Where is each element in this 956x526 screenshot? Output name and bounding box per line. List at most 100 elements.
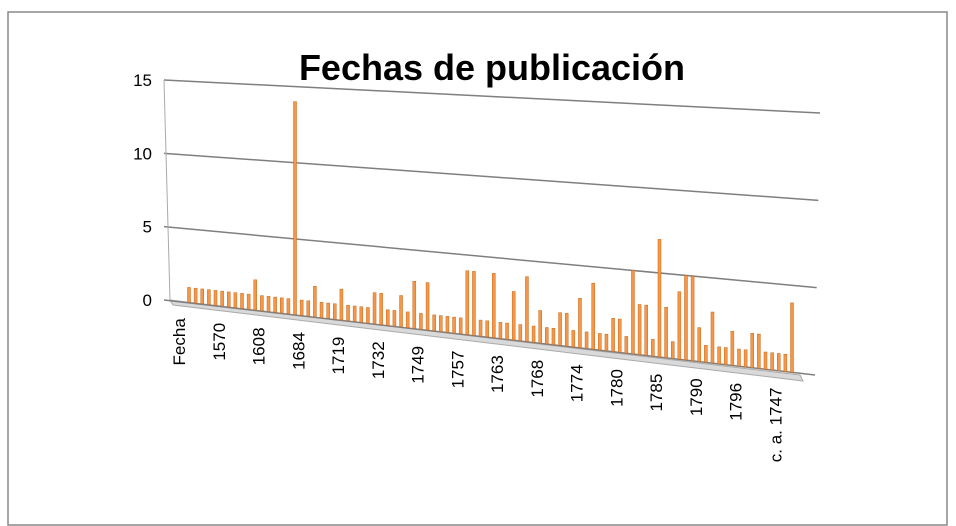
x-tick-label: 1780 xyxy=(607,369,626,407)
bar xyxy=(717,346,721,365)
bar xyxy=(187,287,191,303)
bar xyxy=(405,311,410,328)
bar xyxy=(213,290,218,306)
bar xyxy=(266,296,271,312)
grid-line xyxy=(163,225,817,289)
x-tick-label: 1570 xyxy=(210,323,229,361)
bar xyxy=(299,299,304,316)
y-tick-label: 10 xyxy=(133,144,152,163)
bar xyxy=(207,289,211,305)
bar xyxy=(730,330,735,366)
x-tick-label: 1763 xyxy=(488,355,507,393)
bar xyxy=(306,300,311,317)
bar xyxy=(333,303,337,320)
bar xyxy=(518,324,523,341)
bar xyxy=(697,327,701,362)
chart-title: Fechas de publicación xyxy=(299,47,685,88)
bar xyxy=(664,306,668,358)
x-tick-label: 1732 xyxy=(369,341,388,379)
bar xyxy=(425,282,430,331)
bar xyxy=(472,271,476,336)
bar xyxy=(743,349,748,368)
bar xyxy=(558,312,562,346)
bar xyxy=(346,305,350,321)
bar xyxy=(485,320,489,338)
floor xyxy=(169,299,804,382)
bar xyxy=(770,352,774,371)
bar xyxy=(584,331,589,349)
bar xyxy=(352,305,357,322)
bar xyxy=(611,318,615,352)
bar xyxy=(399,295,403,328)
bar xyxy=(313,286,317,318)
bar xyxy=(386,309,390,326)
bar xyxy=(545,327,549,345)
bar xyxy=(617,318,622,353)
bar xyxy=(704,345,708,363)
x-tick-label: Fecha xyxy=(170,318,189,366)
bar xyxy=(193,287,198,304)
bar xyxy=(240,293,244,309)
x-tick-label: 1749 xyxy=(409,346,428,384)
bar xyxy=(631,270,635,355)
bar xyxy=(624,336,629,354)
bar xyxy=(551,328,556,345)
bar xyxy=(531,325,536,343)
bar xyxy=(498,322,503,339)
bar xyxy=(419,313,423,330)
bar xyxy=(783,353,788,372)
bar xyxy=(220,290,224,307)
bar xyxy=(677,291,682,360)
bar xyxy=(637,304,642,355)
bar xyxy=(790,302,794,373)
bar xyxy=(432,314,436,331)
bar xyxy=(644,304,648,356)
grid-line xyxy=(163,79,821,114)
bar xyxy=(763,351,768,370)
bar xyxy=(564,313,569,347)
y-tick-label: 15 xyxy=(133,71,152,90)
x-tick-label: 1757 xyxy=(448,351,467,389)
bar xyxy=(670,341,675,359)
bar xyxy=(604,333,609,352)
bar xyxy=(723,347,728,365)
bar xyxy=(511,291,516,341)
x-tick-label: 1719 xyxy=(329,337,348,375)
x-tick-label: 1796 xyxy=(727,383,746,421)
y-tick-label: 0 xyxy=(143,291,152,310)
bar xyxy=(776,353,781,372)
bar xyxy=(293,101,297,315)
x-tick-label: 1608 xyxy=(250,327,269,365)
x-tick-label: 1790 xyxy=(687,378,706,416)
grid-line xyxy=(163,152,819,202)
bar xyxy=(538,310,542,344)
x-tick-label: 1774 xyxy=(568,364,587,402)
bar xyxy=(750,333,754,368)
bar xyxy=(598,333,602,351)
bar xyxy=(458,317,463,335)
bar xyxy=(319,302,324,318)
bar xyxy=(492,273,496,338)
bar xyxy=(591,282,595,350)
bar xyxy=(326,302,330,319)
bar xyxy=(690,275,695,362)
bar xyxy=(465,270,470,335)
bar xyxy=(684,275,688,361)
bar xyxy=(505,322,509,340)
bar xyxy=(253,279,258,311)
bar xyxy=(710,311,715,364)
bar xyxy=(578,298,582,348)
bar xyxy=(412,280,417,329)
bar xyxy=(359,306,364,323)
y-tick-label: 5 xyxy=(143,218,152,237)
bar xyxy=(233,292,238,308)
y-axis xyxy=(163,79,171,301)
x-tick-label: 1768 xyxy=(528,360,547,398)
bar xyxy=(737,348,741,367)
bar xyxy=(478,319,483,337)
bar xyxy=(366,307,370,324)
bar xyxy=(246,293,251,310)
bar xyxy=(280,297,284,314)
bar xyxy=(273,296,277,313)
